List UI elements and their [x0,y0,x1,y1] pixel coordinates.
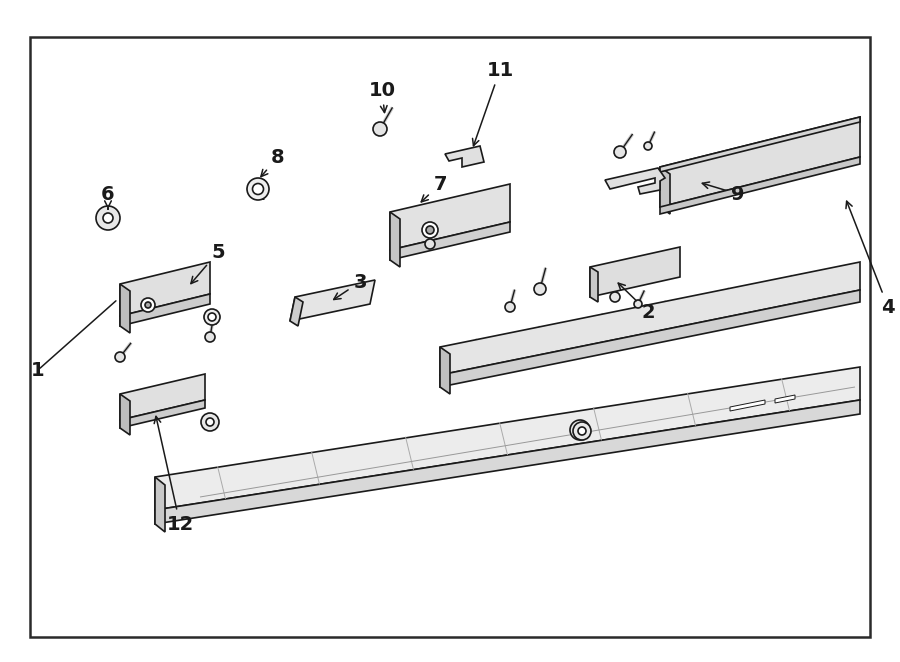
Text: 4: 4 [846,201,895,316]
Circle shape [253,183,264,195]
Text: 5: 5 [191,242,225,283]
Circle shape [425,239,435,249]
Polygon shape [120,394,130,435]
Circle shape [145,302,151,308]
Circle shape [426,226,434,234]
Polygon shape [660,117,860,207]
Polygon shape [155,477,165,532]
Circle shape [534,283,546,295]
Text: 10: 10 [368,81,395,113]
Polygon shape [445,146,484,167]
Polygon shape [590,247,680,297]
Circle shape [201,413,219,431]
Circle shape [247,178,269,200]
Polygon shape [120,284,130,333]
Circle shape [204,309,220,325]
Circle shape [373,122,387,136]
Polygon shape [590,267,598,302]
Polygon shape [660,117,860,172]
Circle shape [575,425,585,435]
Circle shape [141,298,155,312]
Circle shape [570,420,590,440]
Polygon shape [120,374,205,420]
Text: 3: 3 [334,273,367,299]
Circle shape [614,146,626,158]
Polygon shape [390,212,400,267]
Circle shape [644,142,652,150]
Polygon shape [775,395,795,403]
Polygon shape [440,262,860,375]
Polygon shape [390,184,510,250]
Polygon shape [290,297,303,326]
Polygon shape [605,168,665,194]
Polygon shape [390,222,510,260]
Text: 2: 2 [618,283,655,322]
Text: 9: 9 [702,182,745,203]
Circle shape [208,313,216,321]
Text: 7: 7 [421,175,446,202]
Circle shape [578,427,586,435]
Polygon shape [120,400,205,428]
Circle shape [103,213,113,223]
Circle shape [610,292,620,302]
Polygon shape [155,400,860,524]
Polygon shape [730,400,765,411]
Circle shape [634,300,642,308]
Circle shape [205,332,215,342]
Polygon shape [660,167,670,214]
Circle shape [206,418,214,426]
Polygon shape [155,367,860,510]
Text: 1: 1 [32,361,45,379]
Text: 8: 8 [261,148,284,177]
Polygon shape [120,294,210,326]
Polygon shape [440,347,450,394]
Polygon shape [440,290,860,387]
Circle shape [96,206,120,230]
Circle shape [505,302,515,312]
Circle shape [422,222,438,238]
Text: 11: 11 [472,60,514,146]
Text: 12: 12 [154,416,194,534]
Polygon shape [120,262,210,316]
Circle shape [115,352,125,362]
Polygon shape [290,280,375,321]
Circle shape [573,422,591,440]
Text: 6: 6 [101,185,115,209]
Polygon shape [660,157,860,214]
